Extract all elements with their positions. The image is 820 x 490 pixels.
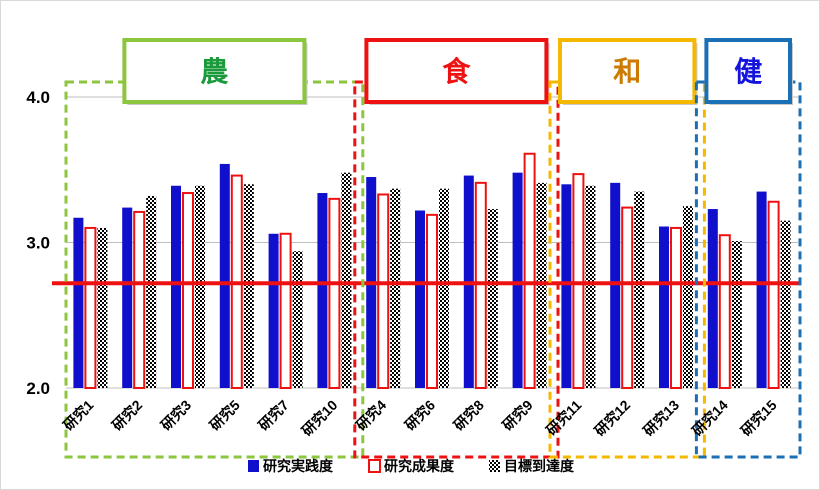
bar-outcome bbox=[474, 181, 487, 389]
group-title: 和 bbox=[613, 55, 641, 88]
bar-goal bbox=[243, 184, 254, 388]
legend-label: 目標到達度 bbox=[504, 458, 575, 475]
bar-goal bbox=[585, 185, 596, 388]
y-tick-label: 4.0 bbox=[26, 88, 50, 107]
bar-goal bbox=[731, 241, 742, 388]
bar-practice bbox=[659, 226, 669, 388]
group-box bbox=[353, 80, 560, 459]
group-title: 農 bbox=[200, 55, 228, 88]
bar-outcome bbox=[279, 232, 292, 389]
bar-goal bbox=[683, 206, 693, 388]
legend-label: 研究成果度 bbox=[384, 458, 455, 475]
bar-practice bbox=[707, 209, 718, 388]
group-title-box bbox=[558, 38, 697, 104]
group-title-box bbox=[122, 38, 307, 104]
bar-practice bbox=[756, 191, 767, 388]
bar-outcome bbox=[377, 193, 390, 389]
group-title: 食 bbox=[442, 55, 471, 88]
bar-practice bbox=[415, 210, 425, 388]
legend-label: 研究実践度 bbox=[263, 458, 334, 475]
bar-outcome bbox=[523, 152, 536, 389]
group-title-box bbox=[364, 38, 549, 104]
group-title: 健 bbox=[734, 55, 762, 88]
bar-practice bbox=[610, 182, 621, 388]
bar-outcome bbox=[426, 213, 438, 389]
bar-goal bbox=[195, 185, 205, 388]
bar-outcome bbox=[621, 206, 634, 389]
bar-outcome bbox=[84, 226, 97, 389]
bar-practice bbox=[512, 172, 523, 388]
legend-swatch bbox=[489, 460, 500, 472]
bar-outcome bbox=[572, 173, 585, 389]
bar-goal bbox=[341, 172, 352, 388]
bar-practice bbox=[561, 184, 572, 388]
bar-goal bbox=[146, 195, 157, 388]
bar-practice bbox=[317, 193, 328, 388]
bar-outcome bbox=[133, 210, 146, 389]
bar-outcome bbox=[182, 192, 194, 389]
legend-swatch bbox=[248, 460, 259, 472]
bar-practice bbox=[73, 217, 84, 388]
y-tick-label: 3.0 bbox=[26, 234, 50, 253]
bar-goal bbox=[536, 182, 547, 388]
bar-goal bbox=[292, 251, 303, 388]
bar-practice bbox=[122, 207, 133, 388]
bar-outcome bbox=[767, 200, 780, 389]
bar-outcome bbox=[718, 234, 731, 389]
group-box bbox=[694, 80, 802, 459]
bar-goal bbox=[487, 209, 498, 388]
y-tick-label: 2.0 bbox=[26, 379, 50, 398]
group-box bbox=[548, 80, 706, 459]
group-title-box bbox=[704, 38, 793, 104]
bar-goal bbox=[439, 188, 449, 388]
bar-practice bbox=[219, 163, 230, 388]
bar-outcome bbox=[328, 197, 341, 389]
bar-goal bbox=[780, 220, 791, 388]
legend-swatch bbox=[368, 459, 381, 473]
bar-goal bbox=[97, 227, 108, 388]
bar-outcome bbox=[670, 226, 682, 389]
bar-goal bbox=[634, 191, 645, 388]
bar-practice bbox=[268, 233, 279, 388]
bar-goal bbox=[390, 188, 401, 388]
bar-practice bbox=[171, 185, 181, 388]
